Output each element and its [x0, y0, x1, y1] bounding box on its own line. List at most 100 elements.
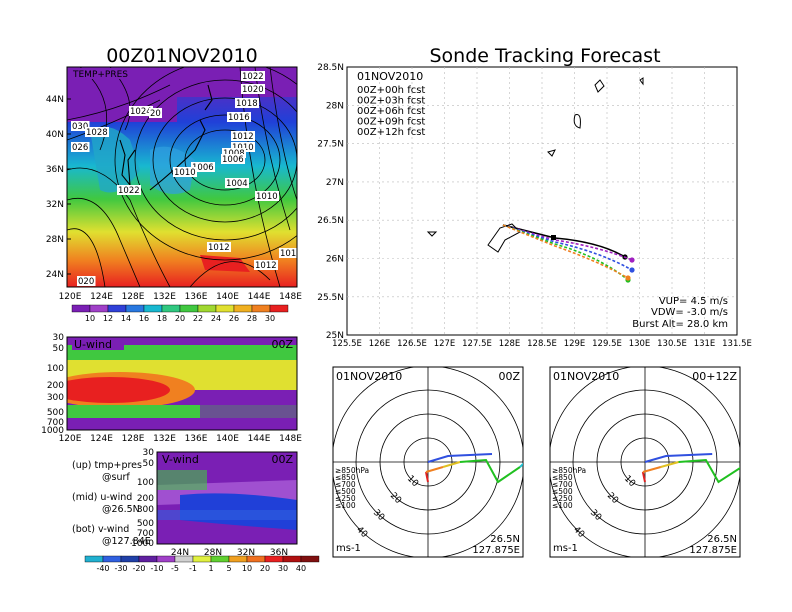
isobar-label-bg	[241, 84, 265, 94]
v-p-tick: 100	[137, 478, 154, 488]
hodo-date: 01NOV2010	[553, 370, 619, 383]
side-legend: (up) tmp+pres @surf (mid) u-wind @26.5N …	[72, 460, 151, 547]
isobar-label-bg	[191, 162, 215, 172]
track-vdw: VDW= -3.0 m/s	[651, 307, 728, 318]
hodo-level-label: ≥850hPa	[552, 466, 586, 475]
wind-colorbar-cell	[192, 555, 212, 563]
wind-colorbar-cell	[120, 555, 140, 563]
u-lon-tick: 148E	[279, 434, 302, 444]
wind-colorbar-label: 10	[242, 564, 252, 573]
map-colorbar-label: 28	[247, 314, 257, 323]
forecast-legend-item: 00Z+12h fcst	[357, 127, 425, 138]
forecast-track	[502, 224, 633, 271]
track-lon-tick: 131.5E	[722, 339, 752, 349]
map-colorbar-cell	[107, 304, 127, 313]
u-p-tick: 100	[47, 364, 64, 374]
map-lat-tick: 40N	[46, 130, 64, 140]
wind-colorbar-cell	[102, 555, 122, 563]
track-vup: VUP= 4.5 m/s	[659, 296, 728, 307]
wind-colorbar-label: -40	[96, 564, 109, 573]
wind-colorbar-cell	[300, 555, 320, 563]
isobar-label-bg	[225, 178, 249, 188]
legend-bot: (bot) v-wind	[72, 524, 129, 535]
isobar-label-bg	[227, 112, 251, 122]
hodo-unit: ms-1	[336, 543, 361, 554]
isobar-label: 1016	[228, 113, 250, 123]
isobar-label-bg	[85, 127, 109, 137]
map-colorbar-label: 22	[193, 314, 203, 323]
isobar-label: 1006	[192, 163, 214, 173]
hodo-trace	[425, 471, 429, 483]
hodo-trace	[427, 453, 493, 463]
u-p-tick: 50	[53, 344, 65, 354]
hodo-trace	[644, 453, 713, 463]
hodo-level-label: ≥850hPa	[335, 466, 369, 475]
map-colorbar-cell	[197, 304, 217, 313]
wind-colorbar-cell	[246, 555, 266, 563]
isobar-label-bg	[77, 276, 96, 286]
track-lat-tick: 28.5N	[317, 63, 344, 73]
isobar-label: 1004	[226, 179, 248, 189]
track-date: 01NOV2010	[357, 70, 423, 83]
map-colorbar-label: 18	[157, 314, 167, 323]
map-lon-tick: 128E	[122, 292, 145, 302]
hodo-trace	[442, 461, 461, 468]
wind-colorbar-cell	[84, 555, 104, 563]
track-lat-tick: 27N	[326, 178, 344, 188]
v-p-tick: 30	[143, 448, 155, 458]
map-lon-tick: 132E	[153, 292, 176, 302]
wind-colorbar-cell	[174, 555, 194, 563]
isobar-label-bg	[222, 148, 246, 158]
track-lon-tick: 130E	[629, 339, 651, 349]
isobar-label: 1012	[208, 243, 230, 253]
track-lon-tick: 127E	[434, 339, 456, 349]
hodo-lat: 26.5N	[707, 534, 737, 545]
map-colorbar-cell	[89, 304, 109, 313]
hodo-trace	[642, 466, 662, 473]
map-colorbar-cell	[71, 304, 91, 313]
wind-colorbar-cell	[156, 555, 176, 563]
v-p-tick: 700	[137, 529, 154, 539]
isobar-label: 1006	[222, 155, 244, 165]
u-p-tick: 30	[53, 333, 65, 343]
hodo-unit: ms-1	[553, 543, 578, 554]
forecast-legend-item: 00Z+03h fcst	[357, 96, 425, 107]
track-lon-tick: 125.5E	[332, 339, 362, 349]
track-lat-tick: 26.5N	[317, 216, 344, 226]
v-lat-tick: 24N	[171, 548, 189, 558]
v-lat-tick: 28N	[204, 548, 222, 558]
wind-colorbar-cell	[138, 555, 158, 563]
map-colorbar-label: 10	[85, 314, 95, 323]
wind-colorbar-label: -5	[171, 564, 179, 573]
map-colorbar-cell	[143, 304, 163, 313]
v-wind-time: 00Z	[271, 453, 293, 466]
map-lon-tick: 124E	[90, 292, 113, 302]
u-lon-tick: 124E	[90, 434, 113, 444]
wind-colorbar-label: -10	[150, 564, 163, 573]
map-colorbar-label: 26	[229, 314, 239, 323]
v-p-tick: 1000	[131, 539, 154, 549]
right-title: Sonde Tracking Forecast	[429, 45, 660, 67]
track-burst: Burst Alt= 28.0 km	[632, 319, 728, 330]
isobar-label: 1022	[242, 72, 264, 82]
hodo-lon: 127.875E	[472, 545, 520, 556]
u-p-tick: 200	[47, 381, 64, 391]
forecast-legend-item: 00Z+06h fcst	[357, 106, 425, 117]
track-lat-tick: 27.5N	[317, 140, 344, 150]
v-p-tick: 300	[137, 505, 154, 515]
isobar-label: 020	[78, 277, 94, 287]
legend-mid2: @26.5N	[102, 504, 140, 515]
wind-colorbar-label: -1	[189, 564, 197, 573]
isobar-label-bg	[117, 185, 141, 195]
isobar-label-bg	[231, 142, 255, 152]
map-lat-tick: 24N	[46, 270, 64, 280]
hodo-level-label: ≤250	[335, 494, 356, 503]
map-lon-tick: 144E	[248, 292, 271, 302]
wind-colorbar: -40 -30 -20 -10 -5 -1 1 5 10 20 30 40	[84, 555, 320, 573]
track-lon-tick: 129E	[564, 339, 586, 349]
hodo-level-label: ≤500	[552, 487, 573, 496]
